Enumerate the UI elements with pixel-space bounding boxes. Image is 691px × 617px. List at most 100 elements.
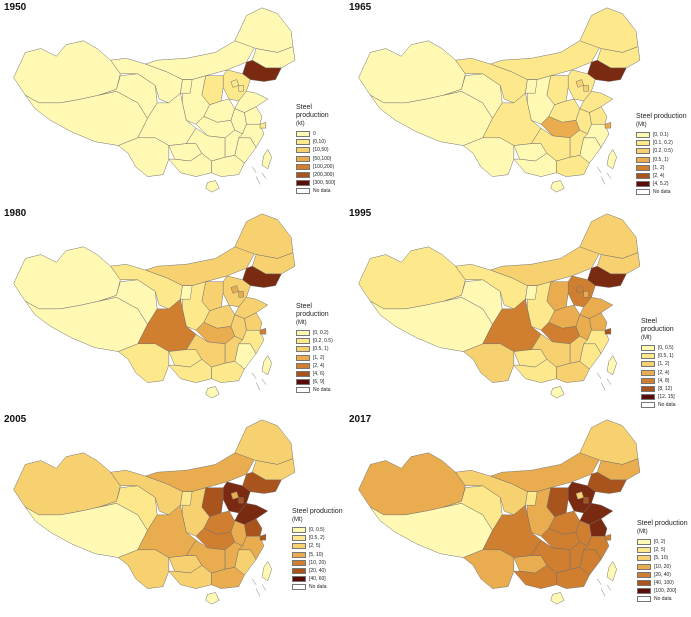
province-yunnan [463,137,515,177]
legend-class-label: [40, 60] [309,576,326,583]
legend-row: [0, 0.5) [641,344,690,352]
legend-swatch [296,338,310,345]
legend-class-label: [4, 8) [658,377,670,384]
legend-class-label: [0.2, 0.5) [313,338,333,345]
province-ningxia [525,491,538,506]
legend-swatch [637,596,651,603]
legend-row: [0, 0.1) [636,131,687,139]
legend-class-label: [2, 4) [313,362,325,369]
legend-row: [0.1, 0.2) [636,139,687,147]
legend-swatch [292,535,306,542]
legend-row: [2, 4) [636,172,687,180]
province-zhejiang [238,123,265,148]
province-yunnan [463,343,515,383]
province-jiangsu [589,518,608,537]
legend-swatch [636,173,650,180]
province-shanghai [604,328,612,335]
province-taiwan [261,149,272,170]
choropleth-map [13,7,296,193]
legend-swatch [641,361,655,368]
legend-class-label: [40, 100) [654,580,674,587]
legend-row: [10, 20) [292,559,343,567]
legend-unit: (Mt) [636,122,647,128]
legend-class-label: [0, 0.2) [313,330,329,337]
province-jiangsu [244,106,263,125]
legend-class-label: [1, 2) [658,361,670,368]
legend-row: [0, 0.5) [292,526,343,534]
legend-swatch [636,189,650,196]
choropleth-map [13,419,296,605]
legend-class-label: [10, 20) [654,563,671,570]
legend-row: [0.5, 1) [641,352,690,360]
legend-unit: (Mt) [292,517,303,523]
legend-swatch [641,386,655,393]
legend-row: [0, 2) [637,538,688,546]
legend-class-label: [0, 0.5) [309,527,325,534]
legend-title: Steel production [296,303,329,318]
legend-class-label: [20, 40) [654,571,671,578]
legend-swatch [637,580,651,587]
legend-row: [6, 9] [296,378,345,386]
legend-class-label: [300, 500] [313,180,336,187]
legend-row: [4, 5.2) [636,180,687,188]
map-legend: Steel production (Mt) [0, 0.1) [0.1, 0.2)… [636,113,687,197]
legend-unit: (Mt) [637,529,648,535]
south-china-sea-dashes [597,166,612,185]
province-hainan [550,592,565,605]
legend-no-data-label: No data [309,584,327,591]
china-provinces [358,7,641,193]
legend-swatch [641,394,655,401]
province-tianjin [583,291,589,298]
legend-row: [1, 2) [641,360,690,368]
legend-swatch [296,379,310,386]
province-hainan [550,180,565,193]
legend-class-label: [4, 5.2) [653,181,669,188]
province-jiangsu [589,312,608,331]
legend-rows: [0, 0.2) [0.2, 0.5) [0.5, 1) [1, 2) [2, 4) [4… [296,329,345,395]
legend-class-label: [50,100) [313,155,332,162]
legend-swatch [637,588,651,595]
legend-row: [1, 2) [636,164,687,172]
legend-swatch [637,539,651,546]
legend-title: Steel production [296,104,329,119]
province-tianjin [238,497,244,504]
legend-row: [2, 5) [637,546,688,554]
choropleth-map [358,213,641,399]
legend-title: Steel production [292,508,343,515]
legend-class-label: [0.5, 1) [313,346,329,353]
province-taiwan [261,355,272,376]
map-panel-2017: 2017 Steel production (Mt) [0, 2) [2, 5)[… [345,412,690,617]
legend-class-label: [100, 200] [654,588,677,595]
map-panel-2005: 2005 Steel production (Mt) [0, 0.5) [0.5,… [0,412,345,617]
legend-swatch [296,163,310,170]
choropleth-map [13,213,296,399]
legend-swatch [296,330,310,337]
province-qinghai [98,73,158,119]
legend-swatch [296,346,310,353]
legend-swatch [292,568,306,575]
china-provinces [358,419,641,605]
legend-class-label: [2, 4) [653,173,665,180]
map-panel-1980: 1980 Steel production (Mt) [0, 0.2) [0.2,… [0,206,345,411]
legend-row: [0.5, 1) [296,345,345,353]
legend-row-no-data: No data [296,187,345,195]
province-taiwan [261,561,272,582]
legend-class-label: [20, 40) [309,568,326,575]
legend-no-data-label: No data [313,387,331,394]
legend-rows: 0 [0,10) [10,50) [50,100) [100,200) [200,300)… [296,130,345,196]
legend-swatch [296,147,310,154]
legend-row-no-data: No data [636,188,687,196]
legend-swatch [636,132,650,139]
map-legend: Steel production (Mt) [0, 0.5) [0.5, 2) [2… [292,508,343,592]
legend-class-label: 0 [313,131,316,138]
legend-class-label: [0.2, 0.5) [653,148,673,155]
panel-year-title: 2005 [4,414,27,425]
province-taiwan [606,355,617,376]
province-ningxia [525,285,538,300]
province-qinghai [443,73,503,119]
legend-row: [0.5, 1) [636,156,687,164]
legend-title: Steel production [637,520,688,527]
legend-class-label: [5, 10) [654,555,669,562]
legend-row-no-data: No data [296,386,345,394]
province-ningxia [525,79,538,94]
